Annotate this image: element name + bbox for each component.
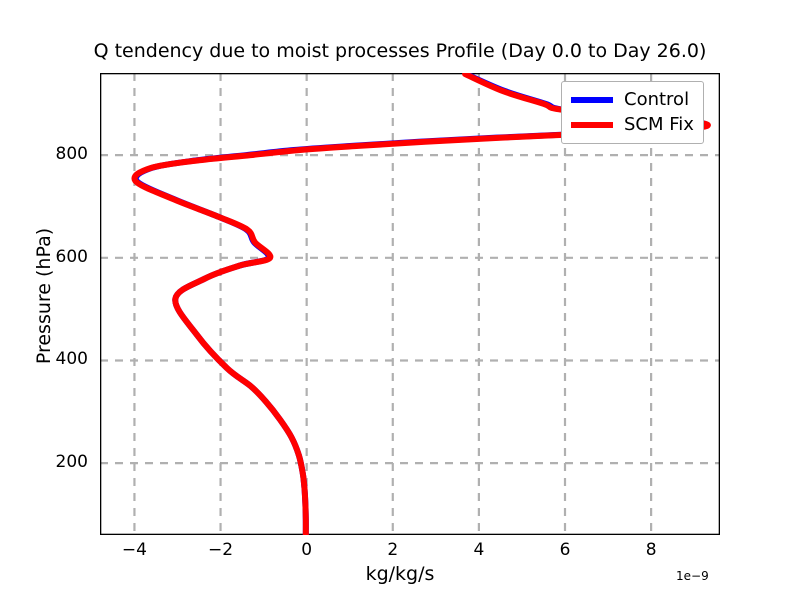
y-tick-label: 800 [55, 144, 88, 165]
legend-label: Control [624, 89, 690, 110]
chart-title: Q tendency due to moist processes Profil… [93, 40, 707, 62]
x-tick-label: −4 [121, 540, 147, 560]
x-tick-label: 2 [387, 540, 399, 560]
x-tick-label: 8 [645, 540, 657, 560]
legend-entry: Control [571, 87, 694, 112]
x-axis-offset-text: 1e−9 [676, 569, 709, 583]
y-tick-label: 200 [55, 452, 88, 473]
legend-color-swatch [571, 96, 613, 103]
chart-legend: Control SCM Fix [561, 81, 704, 144]
x-axis-label: kg/kg/s [365, 563, 435, 585]
plot-border [100, 73, 720, 535]
tick-marks [100, 155, 651, 535]
data-series-layer [131, 73, 711, 535]
x-tick-label: 0 [301, 540, 313, 560]
series-scm-fix [131, 73, 711, 535]
x-tick-label: −2 [208, 540, 234, 560]
legend-entry: SCM Fix [571, 112, 694, 137]
y-tick-label: 400 [55, 349, 88, 370]
plot-area [100, 73, 720, 535]
x-tick-label: 6 [559, 540, 571, 560]
legend-color-swatch [571, 121, 613, 128]
y-tick-label: 600 [55, 246, 88, 267]
y-axis-label: Pressure (hPa) [33, 227, 55, 365]
plot-svg [100, 73, 720, 535]
legend-label: SCM Fix [624, 114, 694, 135]
grid-lines [100, 73, 720, 535]
x-tick-label: 4 [473, 540, 485, 560]
